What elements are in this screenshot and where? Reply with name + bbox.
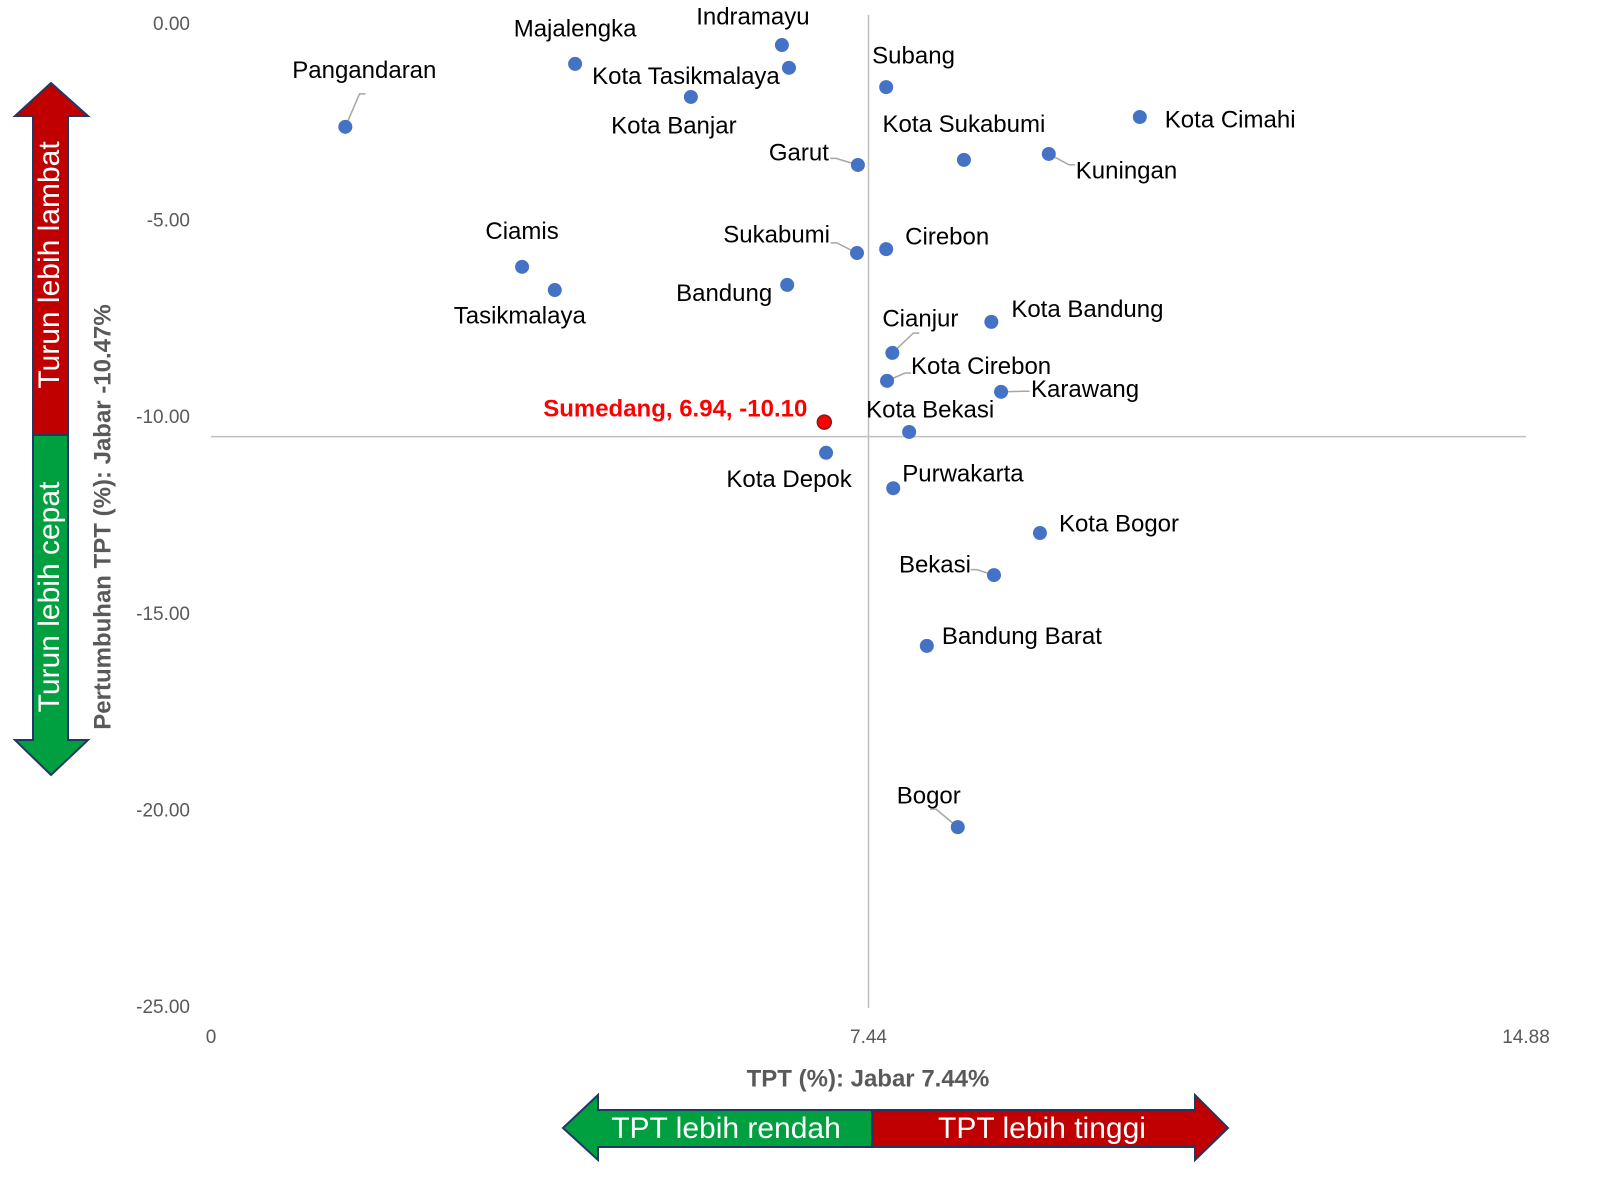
point [984,314,999,329]
point [568,56,583,71]
y-tick-label: -10.00 [136,407,190,428]
point [338,119,353,134]
x-tick-label: 7.44 [850,1027,887,1048]
point [547,283,562,298]
point-label: Kuningan [1076,157,1177,184]
point [1041,146,1056,161]
point-label: Karawang [1031,376,1139,403]
arrow-down [12,434,91,777]
point [816,414,833,430]
point-label: Sumedang, 6.94, -10.10 [543,395,807,422]
point [683,89,698,104]
point [850,246,865,261]
point-label: Bogor [897,782,961,809]
arrow-label: Turun lebih lambat [33,141,66,389]
leader-line [1001,390,1030,393]
point-label: Cirebon [905,223,989,250]
point-label: Kota Tasikmalaya [592,63,780,90]
y-tick-label: -20.00 [136,800,190,821]
point [919,638,934,653]
leader-line [1048,153,1076,166]
point-label: Subang [872,42,955,69]
point-label: Bandung Barat [942,623,1102,650]
point-label: Purwakarta [902,461,1024,488]
point-label: Pangandaran [292,57,436,84]
point-label: Garut [769,139,829,166]
y-axis-title: Pertumbuhan TPT (%): Jabar -10.47% [89,304,116,729]
point-label: Kota Banjar [611,112,736,139]
point [886,481,901,496]
point [515,259,530,274]
point-label: Kota Sukabumi [883,111,1046,138]
point [780,277,795,292]
y-tick-label: -15.00 [136,604,190,625]
leader-line [930,808,959,828]
point [1132,110,1147,125]
arrow-left [561,1092,873,1163]
point-label: Ciamis [485,218,558,245]
leader-line [891,332,920,354]
point-label: Indramayu [696,3,809,30]
point-label: Majalengka [514,15,637,42]
point [879,242,894,257]
point [819,445,834,460]
arrow-label: Turun lebih cepat [33,481,66,712]
arrow-right [871,1092,1230,1163]
point [774,38,789,53]
point [950,820,965,835]
point-label: Bandung [676,280,772,307]
y-tick-label: 0.00 [153,14,190,35]
point-label: Kota Bandung [1011,296,1163,323]
leader-line [344,93,366,128]
point-label: Kota Bogor [1059,510,1179,537]
point-label: Bekasi [899,551,971,578]
x-axis-title: TPT (%): Jabar 7.44% [747,1065,990,1092]
x-tick-label: 0 [206,1027,217,1048]
point-label: Kota Cirebon [911,353,1051,380]
point [880,373,895,388]
x-tick-label: 14.88 [1502,1027,1550,1048]
point [885,345,900,360]
point [1032,526,1047,541]
arrow-label: TPT lebih tinggi [938,1112,1146,1145]
point [902,424,917,439]
point-label: Kota Bekasi [866,396,994,423]
leader-line [830,157,859,166]
point [956,152,971,167]
point-label: Kota Depok [726,466,852,493]
point [994,384,1009,399]
point-label: Kota Cimahi [1165,106,1296,133]
arrow-label: TPT lebih rendah [611,1112,841,1145]
y-tick-label: -25.00 [136,997,190,1018]
point-label: Sukabumi [723,221,830,248]
point [879,80,894,95]
point-label: Tasikmalaya [454,302,587,329]
point [850,157,865,172]
point [781,60,796,75]
point-label: Cianjur [882,305,958,332]
leader-line [830,242,858,254]
y-tick-label: -5.00 [147,211,190,232]
point [986,568,1001,583]
